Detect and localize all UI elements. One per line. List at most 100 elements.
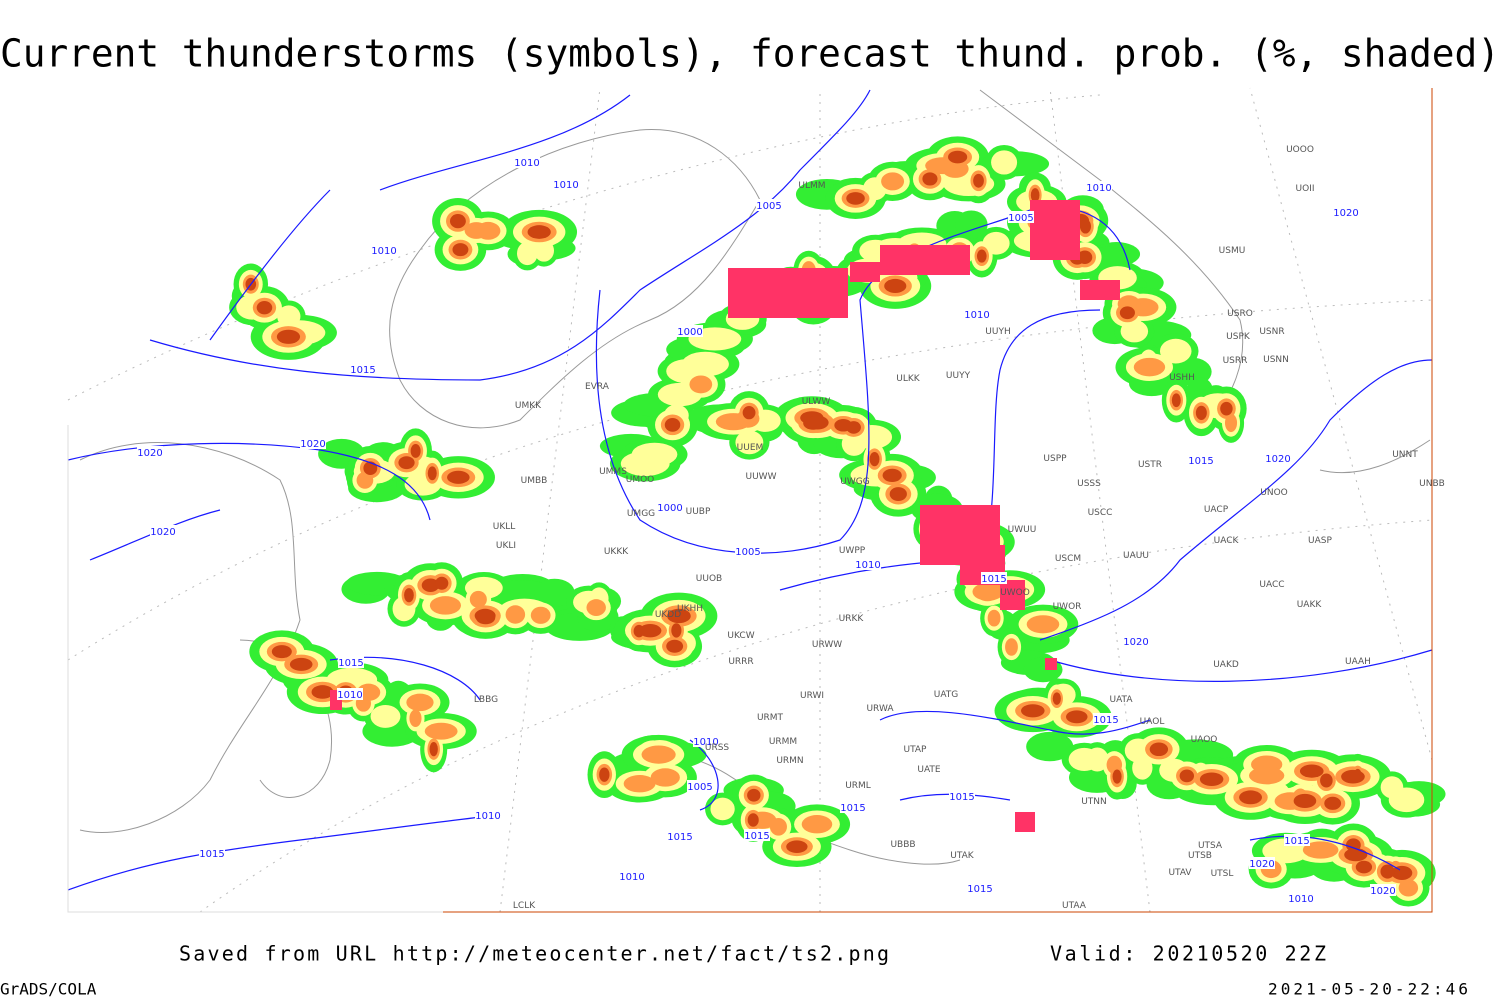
- station-label: USHH: [1169, 373, 1195, 383]
- isobar-label-bg: [756, 199, 782, 211]
- station-label: LBBG: [474, 695, 498, 705]
- station-label: UMKK: [515, 401, 542, 411]
- shading-cell: [623, 775, 656, 793]
- station-label: UTAK: [950, 851, 975, 861]
- shading-cell: [667, 608, 691, 624]
- isobar-label: 1010: [475, 811, 500, 822]
- shading-cell: [1324, 796, 1342, 810]
- chart-title: Current thunderstorms (symbols), forecas…: [0, 32, 1500, 76]
- shading-cell: [289, 657, 313, 671]
- station-label: UASP: [1308, 536, 1332, 546]
- shading-cell: [1026, 615, 1060, 634]
- shading-cell: [586, 599, 606, 616]
- isobar-label: 1020: [1265, 454, 1290, 465]
- station-label: UOII: [1296, 184, 1315, 194]
- isobar-label: 1010: [1086, 183, 1111, 194]
- shading-cell: [530, 606, 551, 624]
- isobar-label-bg: [735, 545, 761, 557]
- shading-cell: [1077, 250, 1093, 264]
- station-label: UUOB: [696, 574, 722, 584]
- isobar-label-bg: [300, 437, 326, 449]
- shading-cell: [650, 768, 680, 787]
- station-label: UOOO: [1286, 145, 1314, 155]
- isobar-label: 1010: [964, 310, 989, 321]
- shading-cell: [735, 430, 764, 455]
- station-label: UTNN: [1081, 797, 1107, 807]
- isobar-label-bg: [150, 525, 176, 537]
- shading-cell: [1320, 773, 1333, 788]
- station-label: UUYY: [946, 371, 971, 381]
- station-label: ULMM: [798, 181, 825, 191]
- shading-cell: [954, 210, 988, 239]
- isobar-label: 1015: [981, 574, 1006, 585]
- station-label: UNBB: [1419, 479, 1445, 489]
- isobar-label-bg: [1008, 211, 1034, 223]
- station-label: UNNT: [1392, 450, 1418, 460]
- isobar-label: 1015: [949, 792, 974, 803]
- station-label: EVRA: [585, 382, 610, 392]
- shading-cell: [406, 693, 434, 712]
- shading-cell: [664, 417, 681, 432]
- station-label: UMGG: [627, 509, 655, 519]
- isobar-label-bg: [514, 156, 540, 168]
- shading-cell: [863, 177, 887, 201]
- station-label: USMU: [1219, 246, 1246, 256]
- isobar-label-bg: [1265, 452, 1291, 464]
- station-label: URMT: [757, 713, 784, 723]
- shading-cell: [429, 742, 438, 757]
- shading-cell: [1120, 320, 1149, 343]
- shading-cell: [976, 249, 987, 263]
- isobar-label: 1010: [553, 180, 578, 191]
- isobar-label: 1010: [619, 872, 644, 883]
- station-label: URMM: [769, 737, 797, 747]
- shading-cell: [474, 608, 496, 623]
- station-label: UKCW: [727, 631, 754, 641]
- station-label: UMMS: [599, 467, 627, 477]
- storm-symbol: [1080, 280, 1120, 300]
- station-label: UWGG: [840, 477, 869, 487]
- isobar-label: 1010: [514, 158, 539, 169]
- isobar-label-bg: [1333, 206, 1359, 218]
- station-label: USTR: [1138, 460, 1162, 470]
- station-label: UNOO: [1260, 488, 1288, 498]
- station-label: ULWW: [802, 397, 831, 407]
- station-label: URRR: [728, 657, 753, 667]
- isobar-label-bg: [1188, 454, 1214, 466]
- map-labels: 1010 1010 1005 1010 1005 1020 1010 1010 1000 1015…: [137, 145, 1445, 911]
- shading-cell: [363, 461, 378, 476]
- frame-edge: [67, 425, 443, 913]
- shading-cell: [1220, 401, 1233, 416]
- isobar-label-bg: [1086, 181, 1112, 193]
- shading-cell: [449, 213, 466, 229]
- station-label: USPK: [1226, 332, 1251, 342]
- shading-cell: [1380, 864, 1395, 879]
- isobar-label-bg: [619, 870, 645, 882]
- isobar-label: 1015: [840, 803, 865, 814]
- station-label: URML: [845, 781, 871, 791]
- shading-cell: [1005, 638, 1018, 656]
- isobar-label: 1005: [756, 201, 781, 212]
- shading-cell: [742, 405, 756, 420]
- thunderstorm-probability-shading: [229, 136, 1446, 907]
- station-label: UACK: [1214, 536, 1240, 546]
- station-label: UUBP: [686, 507, 711, 517]
- isobar-label-bg: [1123, 635, 1149, 647]
- storm-symbol: [728, 268, 848, 318]
- station-label: UBBB: [890, 840, 915, 850]
- station-label: USNN: [1263, 355, 1289, 365]
- station-label: URMN: [776, 756, 803, 766]
- shading-cell: [681, 351, 729, 377]
- isobar-label: 1015: [1284, 836, 1309, 847]
- isobar-label: 1020: [137, 448, 162, 459]
- shading-cell: [834, 419, 853, 432]
- shading-cell: [641, 745, 676, 764]
- station-label: USCC: [1088, 508, 1113, 518]
- station-label: USCM: [1055, 554, 1081, 564]
- shading-cell: [973, 173, 984, 188]
- shading-cell: [409, 709, 422, 728]
- storm-symbol: [880, 245, 970, 275]
- isobar-label-bg: [337, 688, 363, 700]
- isobar-label: 1015: [744, 831, 769, 842]
- shading-cell: [1398, 879, 1419, 897]
- shading-cell: [976, 582, 999, 602]
